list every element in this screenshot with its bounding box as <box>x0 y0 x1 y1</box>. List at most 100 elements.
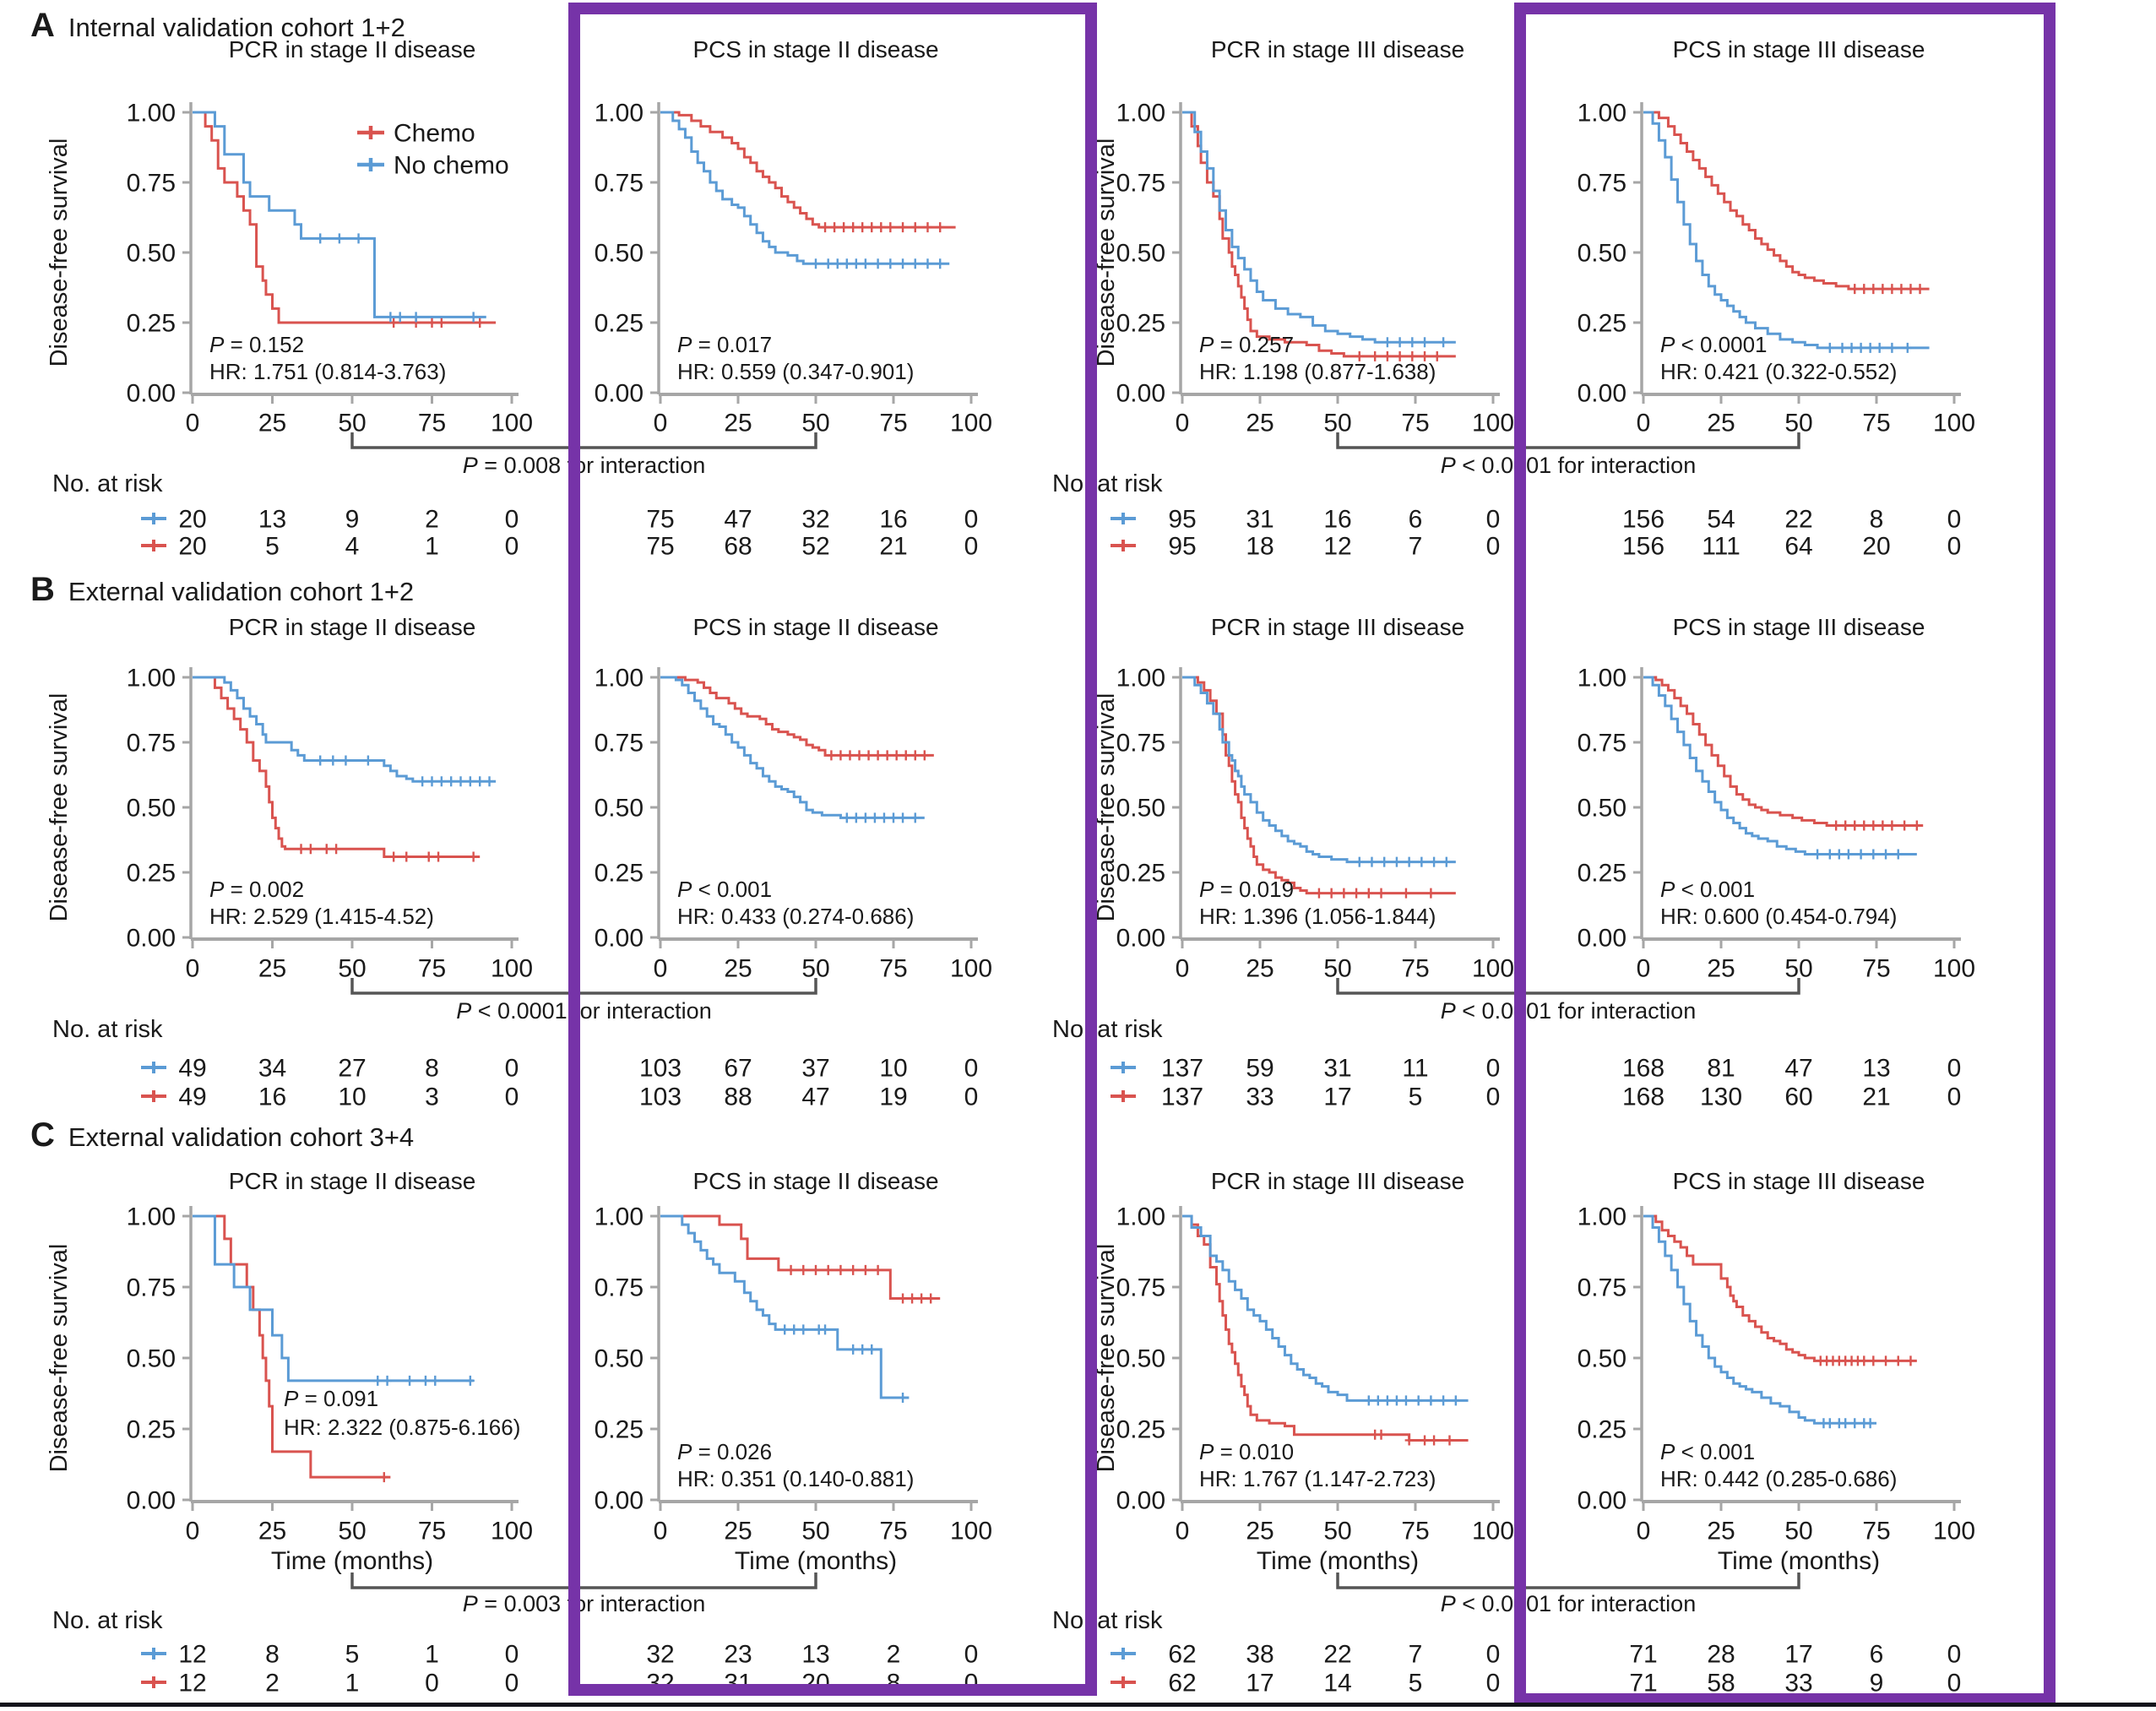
risk-marker-chemo <box>1111 1090 1136 1102</box>
risk-value: 111 <box>1702 533 1741 561</box>
km-plot-C-2: PCS in stage II disease 1.00 0.75 0.50 0.25 0… <box>595 1168 992 1697</box>
censor-mark <box>456 776 465 787</box>
censor-mark <box>1834 849 1844 860</box>
risk-marker-no-chemo <box>1111 1062 1136 1073</box>
censor-mark <box>1382 337 1392 348</box>
censor-mark <box>1364 1395 1373 1406</box>
y-tick-label: 0.25 <box>1578 860 1627 888</box>
y-tick-label: 1.00 <box>595 100 644 128</box>
censor-mark <box>1395 337 1404 348</box>
risk-value: 156 <box>1622 506 1665 534</box>
risk-marker-chemo <box>1111 1676 1136 1688</box>
km-curve-no-chemo <box>1643 676 1917 856</box>
risk-value: 0 <box>505 1084 519 1111</box>
censor-mark <box>833 258 842 269</box>
interaction-label: P < 0.0001 for interaction <box>456 998 711 1024</box>
risk-value: 11 <box>1402 1055 1428 1083</box>
risk-value: 47 <box>801 1084 829 1111</box>
risk-value: 8 <box>265 1641 280 1669</box>
risk-marker-no-chemo <box>141 1648 166 1659</box>
x-tick-label: 0 <box>1176 1518 1190 1545</box>
x-tick-label: 75 <box>418 955 446 983</box>
km-curve-no-chemo <box>1182 111 1456 344</box>
legend-label: Chemo <box>394 120 475 148</box>
censor-mark <box>395 312 405 323</box>
km-curve-no-chemo <box>1643 111 1930 350</box>
censor-mark <box>882 750 892 761</box>
y-tick-label: 0.75 <box>595 730 644 758</box>
censor-mark <box>842 258 851 269</box>
risk-value: 1 <box>345 1670 360 1697</box>
y-tick-label: 0.75 <box>1116 170 1165 198</box>
risk-value: 7 <box>1409 1641 1423 1669</box>
km-plot-B-1: PCR in stage II disease 1.00 0.75 0.50 0.25 0… <box>127 614 533 1111</box>
censor-mark <box>1825 342 1834 353</box>
interaction-label: P < 0.0001 for interaction <box>1441 453 1696 478</box>
stats-p-value: P < 0.001 <box>1660 1439 1755 1464</box>
censor-mark <box>383 1375 392 1386</box>
y-tick-label: 0.75 <box>127 170 176 198</box>
risk-value: 23 <box>724 1641 752 1669</box>
panel-header-A: A Internal validation cohort 1+2 <box>30 7 405 45</box>
censor-mark <box>1887 820 1897 831</box>
risk-value: 2 <box>265 1670 280 1697</box>
censor-mark <box>405 1375 415 1386</box>
censor-mark <box>830 222 839 233</box>
risk-value: 16 <box>1323 506 1351 534</box>
censor-mark <box>1856 342 1865 353</box>
censor-mark <box>418 776 427 787</box>
risk-value: 32 <box>646 1670 674 1697</box>
risk-value: 0 <box>964 1084 979 1111</box>
risk-value: 13 <box>1862 1055 1890 1083</box>
censor-mark <box>1912 820 1921 831</box>
risk-value: 17 <box>1784 1641 1812 1669</box>
x-tick-label: 25 <box>1246 955 1274 983</box>
interaction-bracket <box>350 978 817 995</box>
censor-mark <box>1432 350 1442 361</box>
risk-value: 31 <box>1323 1055 1351 1083</box>
y-tick-label: 0.50 <box>1116 240 1165 268</box>
censor-mark <box>329 755 338 766</box>
censor-mark <box>1382 1395 1392 1406</box>
plot-title: PCS in stage II disease <box>692 614 938 640</box>
censor-mark <box>1887 284 1897 295</box>
x-tick-label: 75 <box>418 410 446 437</box>
y-tick-label: 0.00 <box>1578 1487 1627 1515</box>
risk-value: 68 <box>724 533 752 561</box>
x-tick-label: 100 <box>1472 1518 1514 1545</box>
x-tick-label: 100 <box>491 1518 533 1545</box>
x-tick-label: 0 <box>1637 1518 1651 1545</box>
x-tick-label: 75 <box>1862 955 1890 983</box>
censor-mark <box>849 1344 858 1355</box>
risk-value: 0 <box>964 533 979 561</box>
risk-value: 47 <box>724 506 752 534</box>
x-tick-label: 75 <box>879 955 907 983</box>
stats-p-value: P < 0.001 <box>677 877 772 902</box>
censor-mark <box>322 844 331 855</box>
y-tick-label: 0.50 <box>1578 240 1627 268</box>
censor-mark <box>1451 1395 1460 1406</box>
censor-mark <box>842 812 851 823</box>
y-tick-label: 0.75 <box>1116 1274 1165 1302</box>
panel-header-C: C External validation cohort 3+4 <box>30 1116 414 1154</box>
risk-table-label: No. at risk <box>52 470 163 497</box>
censor-mark <box>1445 1435 1454 1446</box>
km-curve-no-chemo <box>660 111 950 265</box>
censor-mark <box>354 233 363 244</box>
risk-value: 0 <box>1947 1055 1962 1083</box>
censor-mark <box>447 776 456 787</box>
risk-marker-chemo <box>141 540 166 551</box>
x-tick-label: 100 <box>1933 410 1975 437</box>
y-axis-label: Disease-free survival <box>1093 138 1120 367</box>
y-tick-label: 0.75 <box>1578 170 1627 198</box>
x-tick-label: 0 <box>1176 955 1190 983</box>
censor-mark <box>296 844 306 855</box>
censor-mark <box>1887 342 1897 353</box>
km-curve-no-chemo <box>193 676 497 783</box>
risk-value: 95 <box>1168 533 1196 561</box>
x-tick-label: 0 <box>654 1518 668 1545</box>
censor-mark <box>1882 849 1891 860</box>
risk-value: 103 <box>639 1084 682 1111</box>
risk-value: 0 <box>505 533 519 561</box>
km-curve-chemo <box>1643 676 1924 828</box>
